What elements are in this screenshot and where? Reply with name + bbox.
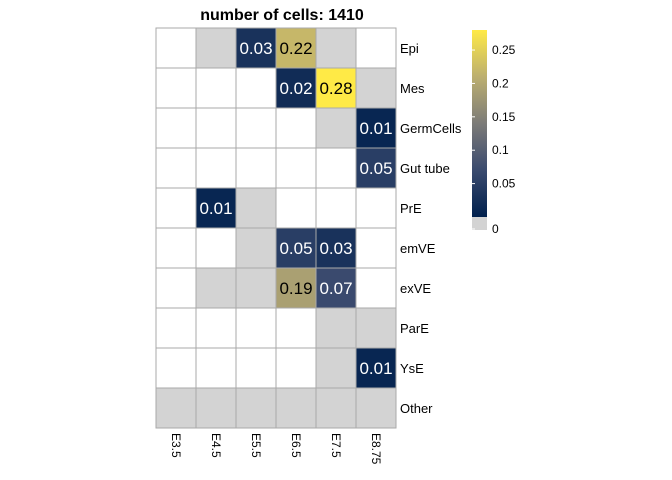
row-label: exVE (400, 281, 431, 296)
heatmap-cell (235, 347, 277, 389)
heatmap-cell (155, 267, 197, 309)
heatmap-cell (315, 347, 357, 389)
cell-value-label: 0.01 (359, 359, 392, 378)
heatmap-cell (155, 347, 197, 389)
cell-value-label: 0.02 (279, 79, 312, 98)
column-labels: E3.5 E4.5 E5.5 E6.5 E7.5 E8.75 (169, 433, 383, 465)
heatmap-cell (155, 107, 197, 149)
cell-value-label: 0.01 (199, 199, 232, 218)
colorbar-tick-label: 0.15 (492, 110, 516, 124)
cell-value-label: 0.03 (239, 39, 272, 58)
column-label: E6.5 (289, 433, 303, 458)
heatmap-cell (355, 227, 397, 269)
heatmap-cell (235, 387, 277, 429)
heatmap-cell (155, 387, 197, 429)
heatmap-cell (235, 307, 277, 349)
cell-value-label: 0.05 (359, 159, 392, 178)
row-label: PrE (400, 201, 422, 216)
heatmap-cell (235, 107, 277, 149)
heatmap-cell (275, 387, 317, 429)
heatmap-cell (235, 227, 277, 269)
column-label: E3.5 (169, 433, 183, 458)
cell-value-label: 0.03 (319, 239, 352, 258)
heatmap-cell (195, 67, 237, 109)
heatmap-cell (235, 187, 277, 229)
heatmap-cell (155, 187, 197, 229)
column-label: E8.75 (369, 433, 383, 465)
heatmap-cell (195, 347, 237, 389)
row-label: emVE (400, 241, 436, 256)
chart-title: number of cells: 1410 (200, 7, 364, 24)
heatmap-cell (235, 147, 277, 189)
heatmap-cell (155, 147, 197, 189)
cell-value-label: 0.01 (359, 119, 392, 138)
column-label: E5.5 (249, 433, 263, 458)
row-label: YsE (400, 361, 424, 376)
heatmap-cell (355, 307, 397, 349)
heatmap-cell (195, 27, 237, 69)
heatmap-cell (275, 267, 317, 309)
colorbar-gradient (472, 30, 487, 217)
row-labels: Epi Mes GermCells Gut tube PrE emVE exVE ParE Ys… (400, 41, 462, 416)
heatmap-cell (275, 347, 317, 389)
heatmap-cell (275, 107, 317, 149)
cell-value-label: 0.07 (319, 279, 352, 298)
colorbar-tick-label: 0.05 (492, 177, 516, 191)
heatmap-cell (195, 267, 237, 309)
column-label: E7.5 (329, 433, 343, 458)
row-label: Gut tube (400, 161, 450, 176)
column-label: E4.5 (209, 433, 223, 458)
heatmap-cell (235, 267, 277, 309)
heatmap-cell (275, 27, 317, 69)
colorbar-legend: 0.25 0.2 0.15 0.1 0.05 0 (472, 30, 516, 236)
heatmap-cell (235, 27, 277, 69)
heatmap-cells: 0.03 0.22 0.02 0.28 0.01 0.05 0.01 0.05 0.03 0.19… (155, 27, 397, 429)
heatmap-cell (355, 387, 397, 429)
heatmap-cell (275, 187, 317, 229)
heatmap-cell (315, 187, 357, 229)
heatmap-cell (315, 307, 357, 349)
heatmap-cell (355, 347, 397, 389)
heatmap-cell (195, 107, 237, 149)
heatmap-cell (195, 227, 237, 269)
row-label: Epi (400, 41, 419, 56)
heatmap-cell (195, 147, 237, 189)
heatmap-cell (315, 147, 357, 189)
row-label: Mes (400, 81, 425, 96)
heatmap-cell (275, 227, 317, 269)
heatmap-cell (315, 107, 357, 149)
heatmap-cell (195, 387, 237, 429)
heatmap-cell (355, 67, 397, 109)
cell-value-label: 0.22 (279, 39, 312, 58)
heatmap-cell (315, 387, 357, 429)
colorbar-tick-label: 0.1 (492, 143, 509, 157)
cell-value-label: 0.28 (319, 79, 352, 98)
heatmap-cell (155, 307, 197, 349)
cell-value-label: 0.05 (279, 239, 312, 258)
cell-value-label: 0.19 (279, 279, 312, 298)
heatmap-cell (355, 27, 397, 69)
colorbar-tick-label: 0 (492, 222, 499, 236)
heatmap-cell (155, 27, 197, 69)
heatmap-cell (355, 187, 397, 229)
heatmap-cell (275, 147, 317, 189)
row-label: ParE (400, 321, 429, 336)
heatmap-cell (355, 147, 397, 189)
row-label: Other (400, 401, 433, 416)
heatmap-cell (355, 267, 397, 309)
heatmap-cell (275, 307, 317, 349)
row-label: GermCells (400, 121, 462, 136)
heatmap-cell (195, 307, 237, 349)
colorbar-tick-label: 0.25 (492, 43, 516, 57)
heatmap-cell (315, 27, 357, 69)
colorbar-na-swatch (472, 217, 487, 230)
heatmap-cell (235, 67, 277, 109)
heatmap-cell (155, 67, 197, 109)
heatmap-cell (155, 227, 197, 269)
colorbar-tick-label: 0.2 (492, 76, 509, 90)
